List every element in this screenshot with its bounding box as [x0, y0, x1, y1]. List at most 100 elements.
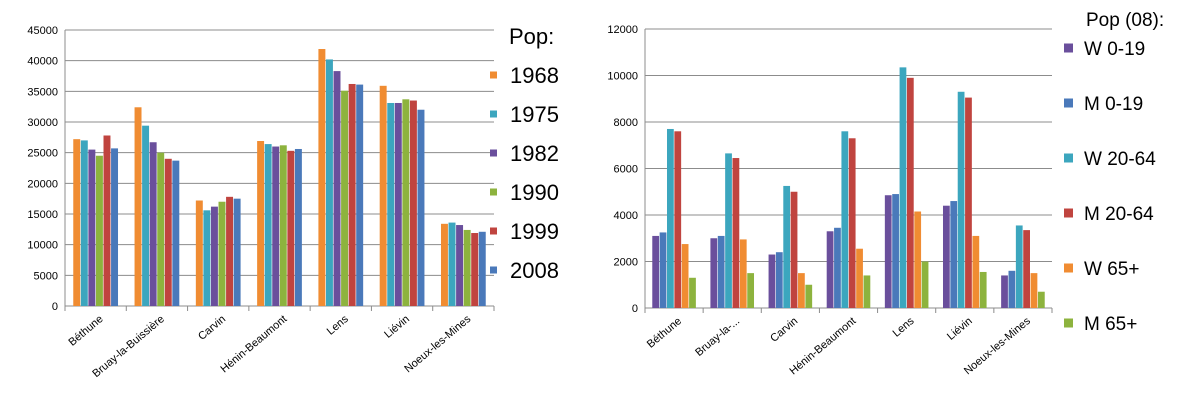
legend-label: M 0-19: [1084, 94, 1143, 115]
bar-m-20-64-2: [790, 191, 798, 308]
bar-m-0-19-3: [834, 227, 841, 308]
bar-w-0-19-3: [826, 231, 834, 308]
legend-swatch: [490, 71, 497, 79]
bar-m-65--4: [921, 261, 929, 308]
bar-2008-6: [478, 231, 486, 306]
bar-w-65--2: [798, 273, 805, 308]
bar-m-65--5: [979, 271, 987, 308]
bar-1975-3: [264, 144, 272, 306]
legend-label: W 20-64: [1084, 149, 1156, 170]
bar-2008-3: [294, 148, 302, 306]
legend-swatch: [490, 188, 497, 196]
y-tick-label: 40000: [27, 56, 58, 68]
legend-title: Pop (08):: [1086, 10, 1164, 31]
legend-label: W 65+: [1084, 259, 1139, 280]
legend-label: 1975: [510, 102, 559, 127]
bar-1999-1: [164, 158, 172, 306]
bar-w-65--4: [914, 211, 922, 308]
bar-m-0-19-2: [775, 252, 783, 308]
bar-1982-0: [88, 149, 96, 306]
bar-2008-1: [172, 160, 180, 306]
bar-w-20-64-1: [725, 153, 732, 308]
legend-swatch: [490, 110, 497, 118]
bar-1975-6: [448, 222, 456, 306]
legend-label: M 65+: [1084, 314, 1137, 335]
bar-w-20-64-2: [783, 185, 791, 308]
bar-1968-6: [440, 223, 448, 306]
y-tick-label: 8000: [614, 117, 638, 129]
bar-m-20-64-3: [848, 138, 856, 308]
y-tick-label: 10000: [27, 240, 58, 252]
bar-w-65--0: [681, 244, 689, 308]
bar-1999-0: [103, 135, 111, 306]
bar-1982-4: [333, 71, 341, 307]
bar-1999-6: [471, 233, 479, 306]
bar-w-20-64-0: [667, 128, 674, 308]
legend-swatch: [1064, 318, 1073, 328]
bar-w-65--5: [972, 235, 980, 308]
bar-w-0-19-1: [710, 238, 718, 308]
bar-1990-6: [463, 229, 471, 306]
bar-1968-4: [318, 49, 326, 306]
legend-swatch: [1064, 263, 1073, 273]
legend-swatch: [1064, 98, 1073, 108]
bar-1999-4: [348, 83, 356, 307]
bar-w-0-19-5: [942, 205, 950, 308]
bar-1999-2: [226, 196, 234, 306]
bar-1968-0: [73, 139, 81, 306]
legend-label: W 0-19: [1084, 39, 1145, 60]
bar-m-0-19-5: [950, 201, 958, 308]
bar-w-20-64-3: [841, 131, 849, 308]
x-category-label: Béthune: [645, 315, 684, 351]
y-tick-label: 15000: [27, 209, 58, 221]
legend-label: 1968: [510, 63, 559, 88]
y-tick-label: 10000: [607, 71, 638, 83]
y-tick-label: 45000: [27, 25, 58, 37]
bar-2008-4: [356, 84, 364, 306]
legend-label: 1990: [510, 180, 559, 205]
legend-swatch: [490, 227, 497, 235]
legend-title: Pop:: [509, 24, 554, 49]
bar-1968-5: [379, 85, 387, 307]
bar-w-0-19-2: [768, 254, 776, 308]
bar-1975-1: [142, 125, 150, 307]
legend-label: M 20-64: [1084, 204, 1154, 225]
bar-2008-2: [233, 198, 241, 306]
bar-w-0-19-4: [884, 195, 892, 308]
bar-1990-5: [402, 99, 410, 306]
bar-m-20-64-6: [1023, 230, 1030, 308]
bar-1982-6: [456, 225, 464, 306]
bar-1982-1: [149, 142, 157, 306]
bar-2008-0: [111, 148, 119, 306]
legend-swatch: [490, 149, 497, 157]
bar-w-20-64-4: [899, 67, 907, 308]
x-category-label: Carvin: [768, 315, 800, 345]
legend-swatch: [1064, 43, 1073, 53]
bar-w-20-64-5: [957, 91, 965, 309]
bar-1975-4: [325, 59, 333, 306]
bar-1990-1: [157, 152, 165, 306]
bar-1968-3: [257, 141, 265, 306]
bar-m-0-19-0: [659, 232, 667, 308]
x-category-label: Liévin: [945, 315, 975, 343]
y-tick-label: 2000: [614, 257, 638, 269]
bar-1975-0: [80, 140, 88, 306]
bar-1982-5: [394, 102, 402, 306]
bar-1982-2: [210, 206, 218, 306]
y-tick-label: 35000: [27, 86, 58, 98]
bar-1990-2: [218, 201, 226, 306]
x-category-label: Bruay-la-...: [693, 315, 742, 359]
y-tick-label: 30000: [27, 117, 58, 129]
bar-1999-3: [287, 150, 295, 306]
bar-m-65--2: [805, 284, 813, 308]
y-tick-label: 12000: [607, 24, 638, 36]
y-tick-label: 0: [632, 303, 638, 315]
y-tick-label: 6000: [614, 164, 638, 176]
bar-w-65--6: [1030, 273, 1038, 308]
bar-m-0-19-6: [1008, 270, 1016, 308]
bar-m-65--6: [1037, 291, 1045, 308]
bar-w-0-19-6: [1001, 275, 1008, 308]
y-tick-label: 4000: [614, 210, 638, 222]
